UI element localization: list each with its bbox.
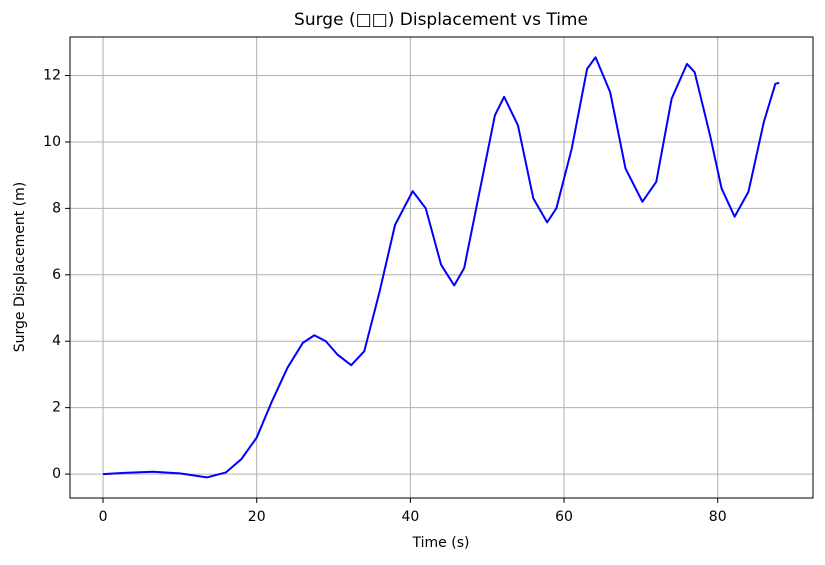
x-tick-label: 0 <box>99 509 108 525</box>
y-tick-label: 2 <box>52 400 61 416</box>
y-tick-label: 12 <box>43 68 61 84</box>
chart-title: Surge (□□) Displacement vs Time <box>294 10 588 30</box>
y-tick-label: 0 <box>52 466 61 482</box>
x-tick-label: 20 <box>248 509 266 525</box>
x-axis-label: Time (s) <box>412 535 470 551</box>
y-tick-label: 8 <box>52 200 61 216</box>
plot-frame <box>69 36 814 499</box>
x-tick-label: 40 <box>401 509 419 525</box>
y-tick-label: 4 <box>52 333 61 349</box>
x-tick-label: 60 <box>555 509 573 525</box>
y-tick-label: 6 <box>52 267 61 283</box>
y-tick-label: 10 <box>43 134 61 150</box>
x-tick-label: 80 <box>709 509 727 525</box>
data-line <box>102 56 780 479</box>
y-axis-label: Surge Displacement (m) <box>12 182 28 352</box>
